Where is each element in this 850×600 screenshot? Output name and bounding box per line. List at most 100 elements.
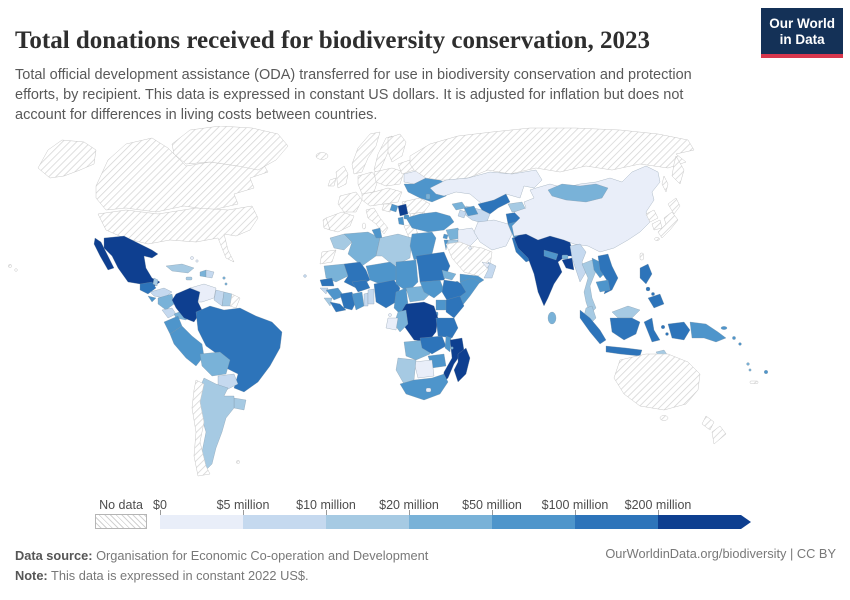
- country-albania[interactable]: [397, 216, 405, 226]
- country-indonesia[interactable]: [667, 321, 691, 341]
- country-central-europe[interactable]: [361, 187, 403, 207]
- country-eritrea[interactable]: [441, 269, 457, 281]
- country-french-guiana[interactable]: [229, 293, 241, 309]
- country-iran[interactable]: [473, 219, 513, 251]
- country-indonesia[interactable]: [609, 317, 641, 341]
- country-equatorial-guinea[interactable]: [388, 313, 392, 317]
- country-bolivia[interactable]: [199, 351, 231, 377]
- country-algeria[interactable]: [343, 231, 381, 267]
- country-cambodia[interactable]: [595, 279, 611, 293]
- country-chile[interactable]: [191, 379, 211, 477]
- legend-segment-4[interactable]: [492, 515, 575, 529]
- country-taiwan[interactable]: [639, 252, 644, 261]
- country-japan[interactable]: [667, 197, 681, 215]
- legend-no-data-swatch[interactable]: [95, 514, 147, 529]
- country-somalia[interactable]: [457, 277, 481, 307]
- country-bhutan[interactable]: [561, 254, 569, 260]
- country-new-zealand[interactable]: [711, 425, 727, 445]
- country-tanzania[interactable]: [435, 317, 459, 339]
- country-united-states[interactable]: [14, 268, 18, 272]
- country-philippines[interactable]: [645, 286, 651, 292]
- country-bahamas[interactable]: [195, 259, 199, 263]
- country-azerbaijan[interactable]: [463, 205, 479, 217]
- country-bangladesh[interactable]: [561, 257, 575, 271]
- country-croatia[interactable]: [381, 203, 393, 213]
- country-zambia[interactable]: [419, 335, 447, 355]
- country-iceland[interactable]: [315, 152, 329, 160]
- country-mexico[interactable]: [103, 235, 161, 289]
- country-south-africa[interactable]: [399, 373, 449, 401]
- country-portugal[interactable]: [322, 217, 331, 231]
- country-saudi-arabia[interactable]: [445, 241, 493, 277]
- country-oman[interactable]: [483, 261, 497, 279]
- country-russia[interactable]: [671, 155, 685, 185]
- country-brazil[interactable]: [195, 305, 283, 393]
- country-liberia[interactable]: [329, 301, 347, 313]
- country-haiti[interactable]: [222, 276, 226, 280]
- country-cape-verde[interactable]: [303, 274, 307, 278]
- country-cote-d-ivoire[interactable]: [339, 291, 357, 311]
- country-armenia[interactable]: [457, 209, 467, 219]
- country-cuba[interactable]: [165, 263, 195, 274]
- country-papua-new-guinea[interactable]: [689, 321, 727, 343]
- country-russia[interactable]: [661, 175, 669, 193]
- country-france[interactable]: [337, 191, 363, 213]
- country-philippines[interactable]: [651, 292, 655, 296]
- world-map-svg[interactable]: [0, 126, 850, 488]
- owid-logo[interactable]: Our World in Data: [761, 8, 843, 58]
- country-benin[interactable]: [367, 288, 375, 305]
- country-vietnam[interactable]: [597, 253, 619, 295]
- country-new-caledonia[interactable]: [749, 380, 759, 384]
- country-venezuela[interactable]: [189, 283, 217, 303]
- country-falkland-islands[interactable]: [236, 460, 240, 464]
- country-malawi[interactable]: [444, 335, 452, 353]
- country-senegal[interactable]: [319, 277, 335, 287]
- country-solomon-islands[interactable]: [738, 342, 742, 346]
- country-nicaragua[interactable]: [157, 293, 175, 311]
- country-kazakhstan[interactable]: [429, 169, 543, 205]
- country-turkey[interactable]: [405, 211, 455, 233]
- legend-segment-6[interactable]: [658, 515, 751, 529]
- country-canada[interactable]: [95, 137, 269, 213]
- country-botswana[interactable]: [413, 359, 435, 379]
- country-mongolia[interactable]: [547, 183, 609, 203]
- country-united-arab-emirates[interactable]: [481, 261, 491, 269]
- country-bosnia-and-herzegovina[interactable]: [389, 203, 399, 213]
- country-mauritania[interactable]: [323, 263, 349, 283]
- country-italy[interactable]: [361, 222, 367, 230]
- legend-segment-0[interactable]: [160, 515, 243, 529]
- country-finland[interactable]: [387, 133, 407, 163]
- country-burkina-faso[interactable]: [351, 279, 371, 293]
- country-indonesia[interactable]: [579, 309, 607, 345]
- country-serbia[interactable]: [397, 203, 409, 217]
- country-guatemala[interactable]: [139, 281, 157, 295]
- country-italy[interactable]: [365, 207, 389, 235]
- legend-segment-2[interactable]: [326, 515, 409, 529]
- country-jamaica[interactable]: [185, 276, 193, 281]
- country-georgia[interactable]: [451, 201, 467, 211]
- country-morocco[interactable]: [329, 233, 353, 251]
- country-costa-rica[interactable]: [161, 307, 177, 319]
- legend-segment-5[interactable]: [575, 515, 658, 529]
- country-sri-lanka[interactable]: [547, 311, 557, 325]
- country-iraq[interactable]: [457, 227, 479, 247]
- country-japan[interactable]: [657, 211, 679, 239]
- country-papua-new-guinea[interactable]: [720, 326, 728, 330]
- country-fiji[interactable]: [763, 369, 769, 375]
- country-russia[interactable]: [409, 127, 695, 181]
- country-new-zealand[interactable]: [701, 415, 715, 431]
- country-lebanon[interactable]: [442, 233, 449, 240]
- country-ghana[interactable]: [351, 291, 365, 311]
- legend-segment-1[interactable]: [243, 515, 326, 529]
- country-uganda[interactable]: [435, 299, 447, 311]
- country-vanuatu[interactable]: [748, 368, 752, 372]
- country-haiti[interactable]: [199, 269, 207, 278]
- country-united-states[interactable]: [97, 205, 259, 263]
- country-indonesia[interactable]: [660, 324, 666, 330]
- country-north-korea[interactable]: [645, 209, 659, 223]
- footer-link[interactable]: OurWorldinData.org/biodiversity | CC BY: [605, 546, 836, 561]
- country-lesotho[interactable]: [425, 387, 432, 393]
- country-malaysia[interactable]: [611, 305, 641, 319]
- country-mozambique[interactable]: [441, 337, 465, 385]
- country-vanuatu[interactable]: [746, 362, 750, 366]
